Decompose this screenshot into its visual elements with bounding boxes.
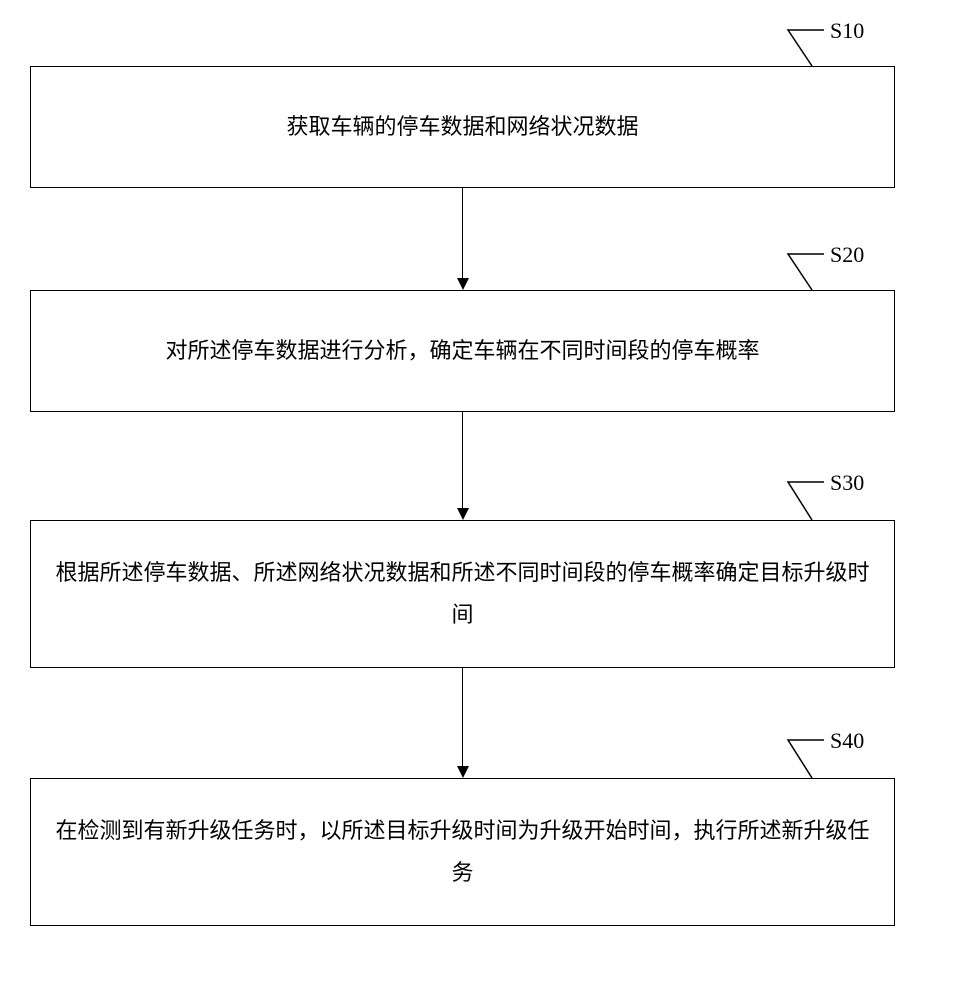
arrow-s30-s40 [462,668,463,766]
step-box-s10: 获取车辆的停车数据和网络状况数据 [30,66,895,188]
arrow-head-s20-s30 [457,508,469,520]
step-label-s20: S20 [830,242,864,268]
step-text-s30: 根据所述停车数据、所述网络状况数据和所述不同时间段的停车概率确定目标升级时间 [51,552,874,636]
flowchart-container: 获取车辆的停车数据和网络状况数据 S10 对所述停车数据进行分析，确定车辆在不同… [0,0,954,1000]
arrow-s20-s30 [462,412,463,508]
arrow-s10-s20 [462,188,463,278]
step-text-s10: 获取车辆的停车数据和网络状况数据 [51,106,874,148]
step-label-s10: S10 [830,18,864,44]
step-box-s20: 对所述停车数据进行分析，确定车辆在不同时间段的停车概率 [30,290,895,412]
step-text-s20: 对所述停车数据进行分析，确定车辆在不同时间段的停车概率 [51,330,874,372]
arrow-head-s30-s40 [457,766,469,778]
step-label-s40: S40 [830,728,864,754]
arrow-head-s10-s20 [457,278,469,290]
step-text-s40: 在检测到有新升级任务时，以所述目标升级时间为升级开始时间，执行所述新升级任务 [51,810,874,894]
step-box-s40: 在检测到有新升级任务时，以所述目标升级时间为升级开始时间，执行所述新升级任务 [30,778,895,926]
step-label-s30: S30 [830,470,864,496]
step-box-s30: 根据所述停车数据、所述网络状况数据和所述不同时间段的停车概率确定目标升级时间 [30,520,895,668]
